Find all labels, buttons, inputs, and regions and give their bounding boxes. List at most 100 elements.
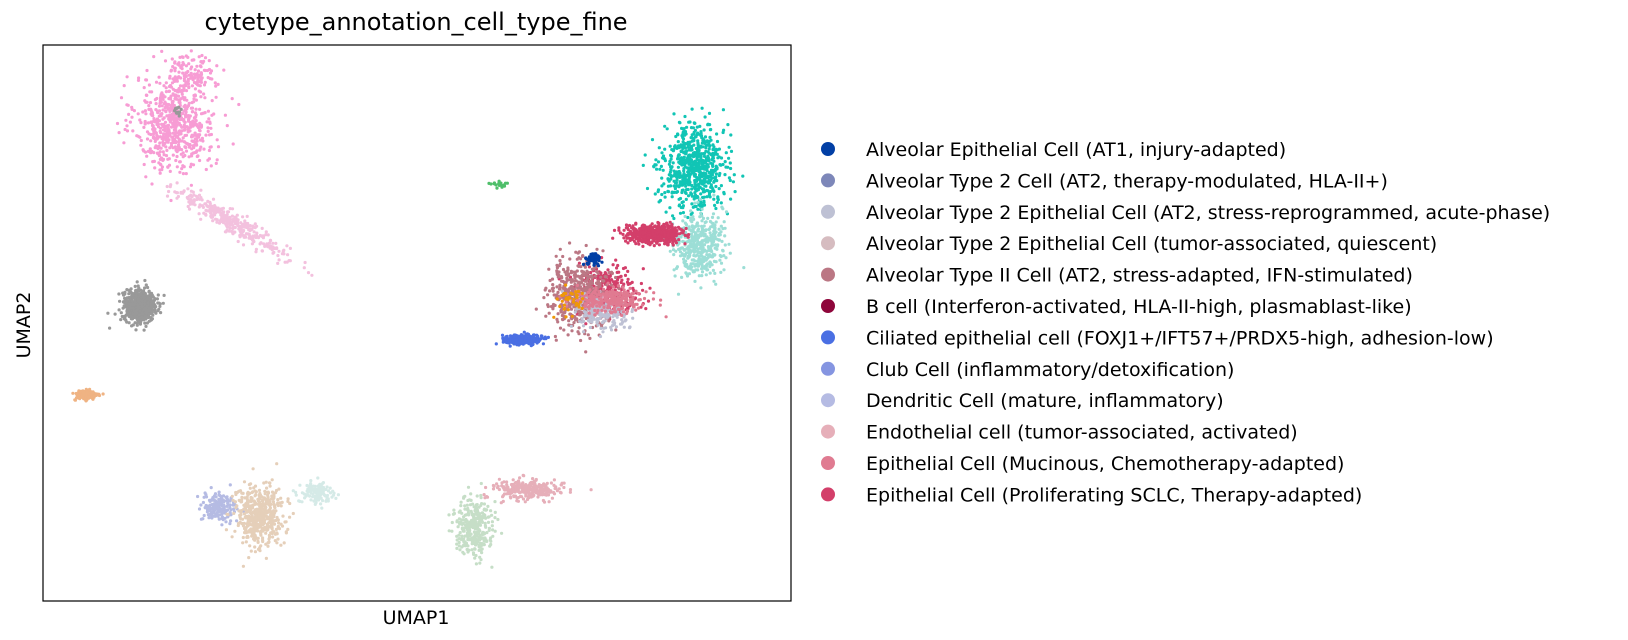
scatter-point [611,236,615,240]
scatter-point [187,101,191,105]
scatter-point [582,273,587,277]
scatter-point [254,250,258,254]
scatter-point [718,171,722,176]
scatter-point [669,154,674,158]
scatter-point [241,243,246,247]
scatter-point [712,180,716,184]
scatter-point [696,264,700,268]
scatter-point [283,260,287,264]
scatter-point [639,281,644,286]
scatter-point [165,184,169,189]
scatter-point [277,258,281,262]
scatter-point [689,163,693,167]
scatter-point [723,160,727,164]
scatter-point [708,271,712,275]
scatter-point [180,88,184,92]
scatter-point [237,102,241,107]
scatter-point [180,55,184,59]
scatter-point [130,317,134,321]
scatter-point [180,129,184,133]
scatter-point [695,183,699,187]
scatter-point [161,108,165,112]
scatter-point [723,243,727,247]
scatter-point [715,139,720,144]
scatter-point [724,210,729,214]
scatter-point [534,307,538,311]
scatter-point [578,319,582,323]
scatter-point [570,329,574,333]
scatter-point [717,155,721,159]
scatter-point [641,163,645,167]
scatter-point [149,139,153,143]
scatter-point [139,138,143,143]
scatter-point [600,302,604,306]
scatter-point [167,89,171,93]
scatter-point [585,277,590,281]
scatter-point [611,285,616,289]
scatter-point [176,131,180,135]
scatter-point [672,112,676,116]
scatter-point [695,253,699,257]
scatter-point [622,293,626,297]
scatter-point [176,194,180,199]
scatter-point [703,135,708,139]
scatter-point [696,155,700,159]
scatter-point [251,224,255,228]
scatter-point [610,294,614,298]
scatter-point [158,302,162,306]
scatter-point [592,263,596,267]
scatter-point [706,262,710,266]
scatter-point [556,312,560,316]
scatter-point [602,319,606,323]
scatter-point [153,166,157,170]
scatter-point [145,297,149,301]
scatter-point [597,302,601,306]
scatter-point [153,139,157,143]
scatter-point [142,328,146,332]
scatter-point [166,114,170,118]
scatter-point [122,293,126,297]
scatter-point [198,129,202,133]
scatter-point [182,189,186,193]
scatter-point [204,212,208,216]
scatter-point [125,296,129,300]
scatter-point [132,109,136,113]
scatter-point [653,224,657,228]
scatter-point [686,246,690,250]
scatter-point [181,136,185,140]
scatter-point [654,240,659,244]
scatter-point [193,68,197,72]
scatter-point [716,216,720,220]
scatter-point [678,250,683,254]
scatter-point [562,303,567,307]
scatter-point [639,231,643,235]
scatter-point [594,274,598,278]
scatter-point [674,181,679,185]
scatter-point [147,312,151,316]
scatter-point [700,207,704,211]
scatter-point [178,170,182,174]
scatter-point [206,199,210,203]
scatter-point [560,293,564,297]
scatter-point [702,181,706,185]
scatter-point [576,330,580,334]
scatter-point [136,112,140,116]
scatter-point [192,151,196,155]
scatter-point [681,206,685,210]
scatter-point [707,193,712,197]
scatter-point [587,290,591,295]
scatter-point [310,273,314,277]
scatter-point [202,147,206,151]
scatter-point [689,147,693,151]
scatter-point [673,274,677,278]
scatter-point [701,203,705,207]
scatter-point [717,187,721,191]
scatter-point [159,146,163,150]
scatter-point [134,288,138,292]
scatter-point [266,233,270,237]
scatter-point [661,156,665,160]
scatter-point [138,322,142,326]
scatter-point [161,140,165,144]
scatter-point [664,315,668,319]
